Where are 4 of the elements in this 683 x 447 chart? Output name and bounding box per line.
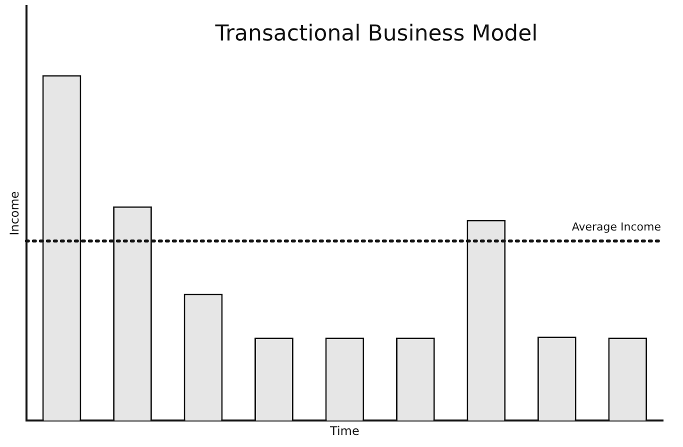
ref-line-label: Average Income bbox=[572, 220, 662, 234]
x-axis-title: Time bbox=[329, 424, 360, 438]
chart-title: Transactional Business Model bbox=[214, 22, 538, 47]
y-axis-title: Income bbox=[7, 191, 22, 236]
